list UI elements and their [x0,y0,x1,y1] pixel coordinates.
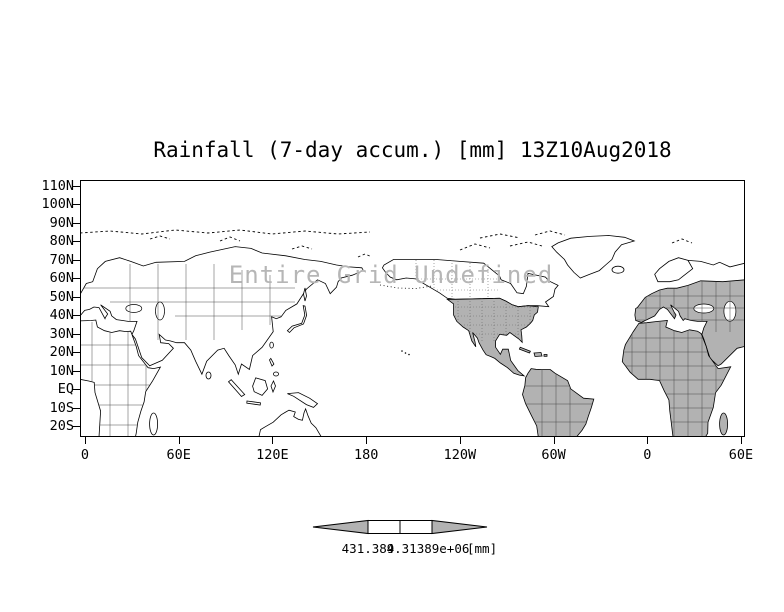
madagascar-left [149,412,158,436]
x-tick-mark [647,437,649,444]
x-tick-label: 60E [728,447,754,463]
hispaniola [533,352,543,357]
sri-lanka [205,371,212,380]
x-tick-mark [85,437,86,444]
x-tick-mark [178,437,180,444]
aleutian-islands [379,284,433,289]
y-tick-mark [72,204,80,206]
world-map [80,180,745,437]
coastline-eurasia [80,246,364,376]
sulawesi [270,380,276,394]
cuba [518,346,531,354]
madagascar-right [719,412,728,436]
y-tick-label: 70N [49,251,74,268]
y-tick-mark [72,389,80,391]
borneo [252,377,269,396]
y-tick-mark [72,315,80,317]
y-tick-label: 10N [49,362,74,379]
y-tick-mark [72,222,80,224]
y-tick-mark [72,333,80,335]
black-sea-right [693,303,715,314]
y-tick-label: 100N [41,196,74,213]
new-guinea [287,392,319,408]
black-sea-left [125,304,143,313]
x-tick-mark [553,437,555,444]
x-tick-mark [272,437,274,444]
mindanao [273,371,279,377]
colorbar: 431.389 4.31389e+06 [mm] [300,514,510,562]
y-tick-label: 60N [49,270,74,287]
taiwan [269,341,274,349]
y-tick-label: 110N [41,178,74,194]
x-tick-label: 120W [443,447,477,463]
y-tick-mark [72,259,80,261]
x-tick-label: 0 [80,447,90,463]
puerto-rico [543,354,548,357]
y-tick-mark [72,370,80,372]
y-tick-mark [72,425,80,427]
iceland [611,265,625,274]
coastline-scandinavia [654,257,694,283]
java [246,400,261,406]
y-tick-label: 10S [49,399,74,416]
map-frame [80,180,745,437]
arctic-coastlines [80,229,693,258]
coastline-australia [258,407,322,437]
coastline-canada-alaska [381,259,559,308]
coastline-japan [286,305,308,334]
x-tick-label: 60E [166,447,191,463]
x-tick-mark [366,437,368,444]
coastline-nw-russia [687,260,745,268]
y-tick-mark [72,186,80,187]
colorbar-unit-label: [mm] [467,541,498,556]
x-tick-label: 120E [256,447,289,463]
luzon [269,357,275,367]
x-tick-label: 60W [541,447,566,463]
colorbar-graphic [312,519,488,535]
y-tick-mark [72,241,80,243]
colorbar-max-label: 4.31389e+06 [386,541,470,556]
x-tick-label: 180 [353,447,379,463]
colorbar-right-arrow [431,519,488,535]
x-tick-mark [459,437,461,444]
y-tick-label: 20N [49,344,74,361]
y-tick-mark [72,407,80,409]
country-borders-asia [80,264,295,340]
shaded-us-mexico-central-america [446,297,539,377]
y-tick-mark [72,296,80,298]
y-tick-label: 40N [49,307,74,324]
y-tick-label: 50N [49,288,74,305]
plot-title: Rainfall (7-day accum.) [mm] 13Z10Aug201… [153,138,672,162]
y-tick-label: 90N [49,214,74,231]
x-tick-mark [740,437,742,444]
coastline-greenland [551,235,636,279]
y-tick-label: 80N [49,233,74,250]
y-tick-mark [72,278,80,280]
shaded-south-america [522,368,595,437]
hawaii [401,350,410,356]
x-tick-label: 0 [643,447,652,463]
colorbar-left-arrow [312,519,369,535]
caspian-sea-left [155,301,165,321]
sumatra [227,379,246,398]
y-tick-label: 20S [49,417,74,434]
y-tick-label: 30N [49,325,74,342]
sakhalin [303,287,307,302]
colorbar-min-label: 431.389 [341,541,395,556]
y-tick-label: EQ [57,381,74,398]
y-tick-mark [72,352,80,354]
